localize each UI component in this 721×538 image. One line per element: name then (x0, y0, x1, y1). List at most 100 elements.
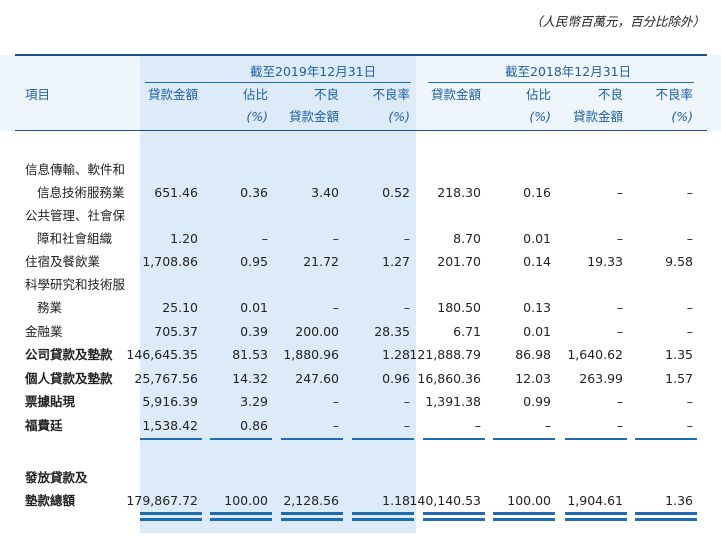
cell: 218.30 (437, 185, 481, 200)
cell: 180.50 (437, 300, 481, 315)
cell: 0.01 (240, 300, 268, 315)
cell: 121,888.79 (409, 347, 481, 362)
double-underline (352, 512, 414, 515)
cell: 12.03 (515, 371, 551, 386)
cell: 21.72 (303, 254, 339, 269)
cell: – (332, 231, 339, 246)
cell: 9.58 (665, 254, 693, 269)
column-header: (%) (671, 109, 693, 124)
cell: 705.37 (154, 324, 198, 339)
double-underline (281, 518, 343, 521)
underline (565, 438, 627, 440)
double-underline (210, 518, 272, 521)
row-label: 科學研究和技術服 (25, 277, 126, 292)
cell: 1.18 (382, 493, 410, 508)
double-underline (352, 518, 414, 521)
cell: – (616, 324, 623, 339)
cell: 100.00 (507, 493, 551, 508)
cell: 100.00 (224, 493, 268, 508)
cell: – (403, 394, 410, 409)
cell: – (686, 324, 693, 339)
cell: 28.35 (374, 324, 410, 339)
row-label: 務業 (37, 300, 63, 315)
cell: 86.98 (515, 347, 551, 362)
cell: 1,640.62 (567, 347, 623, 362)
cell: 179,867.72 (126, 493, 198, 508)
column-header: 不良 (313, 87, 339, 102)
row-label: 票據貼現 (25, 394, 76, 409)
cell: 140,140.53 (409, 493, 481, 508)
cell: – (403, 300, 410, 315)
double-underline (493, 518, 555, 521)
cell: 1,708.86 (142, 254, 198, 269)
period-header: 截至2019年12月31日 (250, 64, 377, 79)
cell: 3.29 (240, 394, 268, 409)
cell: 263.99 (579, 371, 623, 386)
underline (635, 438, 697, 440)
double-underline (635, 512, 697, 515)
cell: 0.86 (240, 418, 268, 433)
row-label: 信息傳輸、軟件和 (25, 162, 126, 177)
column-header: 貸款金額 (430, 87, 481, 102)
unit-note: （人民幣百萬元，百分比除外） (529, 14, 705, 29)
cell: – (686, 231, 693, 246)
cell: 1.57 (665, 371, 693, 386)
cell: – (686, 418, 693, 433)
double-underline (565, 512, 627, 515)
cell: 146,645.35 (126, 347, 198, 362)
double-underline (281, 512, 343, 515)
rule (15, 130, 707, 131)
column-header: 不良 (597, 87, 623, 102)
cell: 0.99 (523, 394, 551, 409)
double-underline (635, 518, 697, 521)
row-label: 墊款總額 (25, 493, 76, 508)
column-header: 貸款金額 (572, 109, 623, 124)
column-header: 不良率 (655, 87, 693, 102)
double-underline (423, 512, 485, 515)
cell: – (686, 185, 693, 200)
cell: – (616, 185, 623, 200)
cell: 8.70 (453, 231, 481, 246)
cell: 3.40 (311, 185, 339, 200)
cell: 0.39 (240, 324, 268, 339)
cell: 1.28 (382, 347, 410, 362)
cell: – (616, 418, 623, 433)
cell: – (332, 300, 339, 315)
cell: – (616, 394, 623, 409)
cell: 651.46 (154, 185, 198, 200)
column-header: 佔比 (525, 87, 551, 102)
row-label: 信息技術服務業 (37, 185, 125, 200)
cell: 5,916.39 (142, 394, 198, 409)
column-header: 貸款金額 (288, 109, 339, 124)
cell: – (403, 231, 410, 246)
column-header: 貸款金額 (147, 87, 198, 102)
row-label: 公共管理、社會保 (25, 208, 126, 223)
cell: – (261, 231, 268, 246)
cell: 16,860.36 (417, 371, 481, 386)
cell: 14.32 (232, 371, 268, 386)
column-header: (%) (246, 109, 268, 124)
column-highlight (140, 55, 416, 533)
cell: 201.70 (437, 254, 481, 269)
cell: – (403, 418, 410, 433)
underline (210, 438, 272, 440)
cell: 2,128.56 (283, 493, 339, 508)
double-underline (493, 512, 555, 515)
rule (428, 82, 694, 83)
cell: 247.60 (295, 371, 339, 386)
cell: 1.20 (170, 231, 198, 246)
column-header: 佔比 (242, 87, 268, 102)
column-header: 項目 (25, 87, 51, 102)
row-label: 發放貸款及 (25, 470, 88, 485)
double-underline (140, 512, 202, 515)
cell: – (686, 300, 693, 315)
cell: 1.35 (665, 347, 693, 362)
cell: 19.33 (587, 254, 623, 269)
period-header: 截至2018年12月31日 (505, 64, 632, 79)
cell: – (544, 418, 551, 433)
cell: – (616, 231, 623, 246)
row-label: 金融業 (25, 324, 63, 339)
row-label: 障和社會組織 (37, 231, 113, 246)
underline (423, 438, 485, 440)
